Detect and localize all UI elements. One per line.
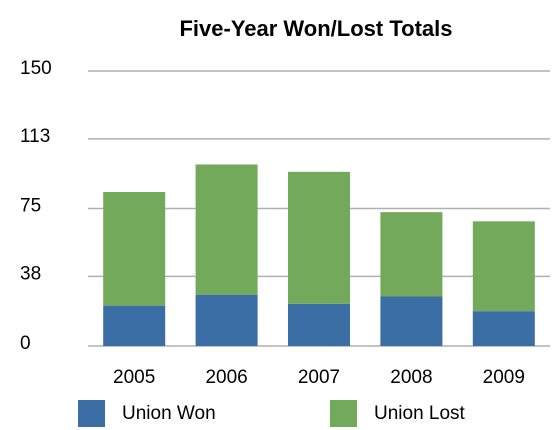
chart-title: Five-Year Won/Lost Totals — [179, 16, 452, 41]
x-tick-label: 2008 — [390, 367, 432, 388]
bar-segment — [103, 192, 166, 306]
legend-label: Union Won — [122, 403, 216, 424]
bar-segment — [288, 171, 350, 304]
bar-segment — [472, 221, 535, 312]
bar-segment — [380, 296, 443, 346]
y-tick-label: 0 — [20, 333, 31, 354]
legend-swatch — [330, 400, 357, 427]
y-tick-label: 150 — [20, 58, 52, 79]
bar-segment — [103, 305, 166, 346]
x-tick-label: 2006 — [205, 367, 247, 388]
y-tick-label: 75 — [20, 196, 41, 217]
bar-segment — [472, 311, 535, 346]
x-tick-label: 2005 — [113, 367, 155, 388]
bar-segment — [195, 294, 258, 346]
y-tick-label: 38 — [20, 263, 41, 284]
legend-swatch — [78, 400, 105, 427]
legend-label: Union Lost — [374, 403, 466, 424]
y-tick-label: 113 — [20, 126, 50, 147]
x-tick-label: 2007 — [298, 367, 340, 388]
bar-segment — [288, 303, 350, 346]
bar-segment — [195, 164, 258, 295]
x-tick-label: 2009 — [483, 367, 525, 388]
bar-segment — [380, 212, 443, 297]
